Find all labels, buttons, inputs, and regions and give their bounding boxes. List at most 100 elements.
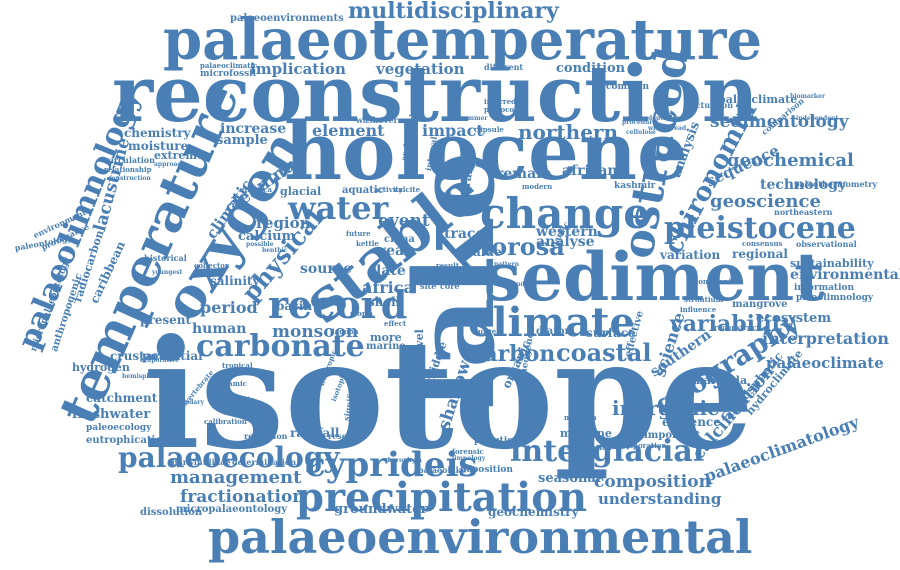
word-circulation: circulation	[106, 156, 155, 164]
word-palaeolake: palaeolake	[418, 466, 466, 474]
word-procedure: procedure	[622, 120, 656, 126]
word-limnology: limnology	[452, 456, 485, 462]
word-trace: trace	[444, 227, 484, 241]
word-modern: modern	[522, 183, 552, 190]
word-effect: effect	[384, 320, 406, 327]
word-paleothermometry: paleothermometry	[794, 180, 877, 188]
word-human: human	[192, 322, 246, 336]
word-surge: surge	[474, 328, 496, 335]
word-important: important	[644, 431, 700, 441]
word-evidence: evidence	[662, 416, 721, 428]
word-eutrophication: eutrophication	[86, 436, 169, 446]
word-freshwater: freshwater	[72, 408, 150, 421]
word-understanding: understanding	[598, 492, 721, 507]
word-different: different	[484, 63, 523, 71]
word-construction: construction	[108, 176, 151, 182]
word-china: china	[384, 235, 415, 245]
word-paleoecology: paleoecology	[86, 424, 151, 433]
word-ecosystem: ecosystem	[756, 312, 831, 325]
word-calcite: calcite	[394, 186, 420, 193]
word-pollution: pollution	[474, 437, 520, 446]
word-mangrove: mangrove	[732, 300, 787, 310]
word-period: period	[200, 300, 258, 316]
word-study: study	[510, 282, 528, 288]
word-future: future	[346, 230, 371, 237]
word-palaeoclimatic: palaeoclimatic	[200, 62, 257, 69]
word-reconstruct: reconstruct	[714, 324, 760, 331]
word-paleolimnology: paleolimnology	[796, 294, 873, 303]
word-summer: summer	[460, 116, 487, 122]
word-northeastern: northeastern	[774, 208, 832, 216]
word-capsule: capsule	[474, 126, 504, 133]
word-salinity: salinity	[210, 275, 259, 287]
word-evaporative: evaporative	[140, 358, 179, 364]
word-washover: washover	[356, 116, 398, 124]
word-northern: northern	[518, 122, 618, 142]
word-regional: regional	[732, 248, 788, 260]
word-environmental: environmental	[790, 268, 900, 282]
word-cellulose: cellulose	[626, 130, 656, 136]
word-extreme: extreme	[154, 150, 204, 161]
word-africa: africa	[362, 280, 414, 296]
word-historical: historical	[144, 254, 187, 262]
word-deposition: deposition	[460, 466, 513, 475]
word-glacial: glacial	[280, 186, 321, 197]
word-reduction: reduction	[244, 432, 287, 440]
word-barbuda: barbuda	[696, 375, 747, 386]
word-composition: composition	[594, 474, 711, 491]
word-continental: continental	[694, 278, 739, 285]
word-kashmir: kashmir	[614, 182, 655, 191]
word-hydrogen: hydrogen	[72, 362, 130, 373]
word-variation: variation	[660, 249, 720, 261]
word-storm: storm	[350, 310, 373, 317]
word-site: site	[420, 282, 436, 290]
word-core: core	[440, 282, 460, 290]
word-marine: marine	[366, 342, 406, 352]
word-seasonal: seasonal	[538, 472, 601, 485]
word-pattern: pattern	[494, 262, 519, 268]
word-interpretation: interpretation	[762, 331, 889, 347]
word-dynamic: dynamic	[214, 380, 247, 387]
word-common: common	[606, 83, 649, 92]
word-calibration: calibration	[204, 418, 247, 425]
word-kettle: kettle	[356, 240, 379, 247]
word-basin: basin	[276, 300, 312, 312]
word-protocol: protocol	[484, 106, 517, 113]
word-shell: shell	[368, 296, 400, 308]
word-result: result	[436, 262, 459, 269]
word-microfossil: microfossil	[200, 70, 256, 79]
word-multidisciplinary: multidisciplinary	[348, 0, 559, 22]
word-analyse: analyse	[536, 235, 595, 249]
word-strontium: strontium	[684, 296, 723, 303]
word-hemisphere: hemisphere	[122, 374, 162, 380]
word-charophyta: charophyta	[384, 458, 422, 464]
word-secondary: secondary	[170, 400, 204, 406]
word-implication: implication	[250, 62, 346, 77]
word-volcanic: volcanic	[222, 396, 254, 403]
word-independent: independent	[796, 116, 838, 122]
word-evaporation: evaporation	[620, 442, 667, 449]
word-information: information	[794, 284, 854, 293]
word-benthic: benthic	[262, 248, 287, 254]
word-sustainability: sustainability	[790, 258, 874, 269]
word-element: element	[312, 123, 385, 139]
word-sample: sample	[216, 134, 268, 147]
word-value: value	[466, 246, 502, 258]
word-forensic: forensic	[452, 448, 484, 455]
word-level: level	[414, 329, 425, 358]
word-condition: condition	[556, 62, 625, 75]
word-management: management	[170, 469, 301, 487]
word-influence: influence	[680, 306, 716, 313]
word-geochemistry: geochemistry	[488, 506, 579, 518]
word-observational: observational	[796, 240, 857, 248]
word-late: late	[376, 264, 406, 278]
word-inferred: inferred	[484, 98, 516, 105]
word-year: year	[378, 244, 412, 258]
word-interglacial: interglacial	[510, 437, 704, 467]
word-source: source	[300, 262, 352, 276]
word-vegetation: vegetation	[376, 62, 464, 77]
word-youngest: youngest	[152, 270, 182, 276]
word-present: present	[140, 314, 191, 326]
word-consensus: consensus	[742, 240, 782, 247]
